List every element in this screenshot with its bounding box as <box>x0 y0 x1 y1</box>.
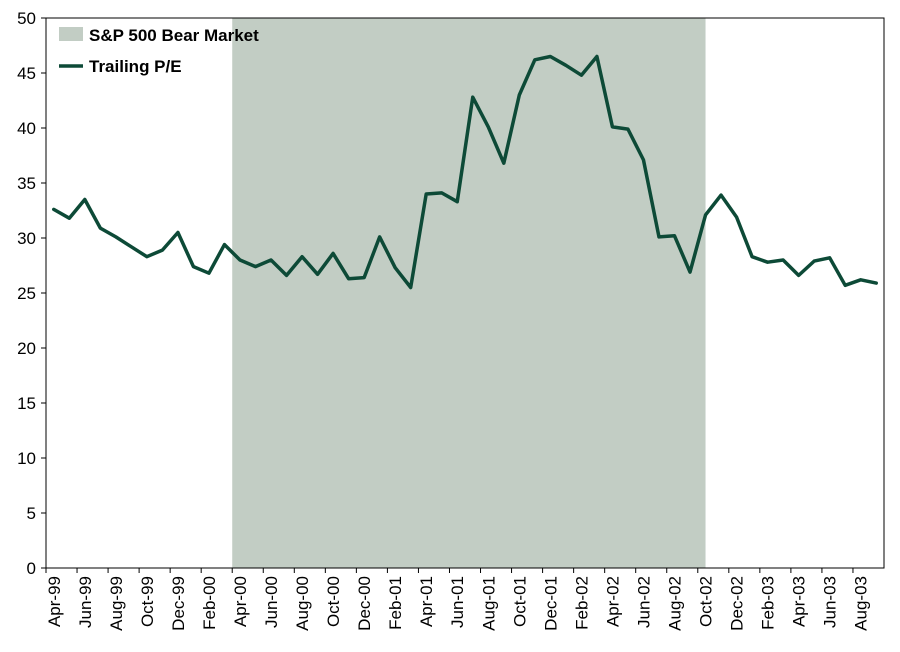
y-tick-label: 30 <box>17 229 36 248</box>
x-tick-label: Jun-99 <box>76 576 95 628</box>
x-tick-label: Oct-00 <box>324 576 343 627</box>
x-tick-label: Feb-01 <box>386 576 405 630</box>
x-tick-label: Aug-03 <box>852 576 871 631</box>
x-tick-label: Feb-02 <box>572 576 591 630</box>
x-tick-label: Aug-99 <box>107 576 126 631</box>
x-tick-label: Jun-02 <box>634 576 653 628</box>
x-tick-label: Jun-03 <box>821 576 840 628</box>
bear-market-region <box>232 18 706 568</box>
x-tick-label: Aug-00 <box>293 576 312 631</box>
x-tick-label: Jun-00 <box>262 576 281 628</box>
x-tick-label: Dec-02 <box>728 576 747 631</box>
x-tick-label: Aug-01 <box>479 576 498 631</box>
x-tick-label: Oct-99 <box>138 576 157 627</box>
x-tick-label: Dec-99 <box>169 576 188 631</box>
x-tick-label: Feb-00 <box>200 576 219 630</box>
y-tick-label: 40 <box>17 119 36 138</box>
legend-label-trailing-pe: Trailing P/E <box>89 57 182 76</box>
x-tick-label: Dec-00 <box>355 576 374 631</box>
y-tick-label: 45 <box>17 64 36 83</box>
y-tick-label: 50 <box>17 9 36 28</box>
legend-label-bear-market: S&P 500 Bear Market <box>89 26 259 45</box>
x-tick-label: Apr-03 <box>790 576 809 627</box>
y-tick-label: 5 <box>27 504 36 523</box>
x-tick-label: Oct-01 <box>510 576 529 627</box>
series-layer <box>52 54 878 290</box>
y-tick-label: 10 <box>17 449 36 468</box>
bear-market-shading-layer <box>232 18 706 568</box>
x-tick-label: Apr-00 <box>231 576 250 627</box>
x-tick-label: Apr-01 <box>417 576 436 627</box>
y-tick-label: 0 <box>27 559 36 578</box>
y-tick-label: 15 <box>17 394 36 413</box>
axes-layer: 0 5 10 15 20 25 30 35 40 45 50 Apr-99 Jun-99 Aug-99 Oc… <box>17 9 885 631</box>
x-tick-label: Dec-01 <box>541 576 560 631</box>
y-tick-label: 25 <box>17 284 36 303</box>
legend-swatch-bear-market <box>59 27 83 41</box>
x-tick-label: Oct-02 <box>697 576 716 627</box>
x-tick-label: Apr-02 <box>603 576 622 627</box>
y-tick-label: 35 <box>17 174 36 193</box>
legend: S&P 500 Bear Market Trailing P/E <box>59 26 259 76</box>
series-line-trailing-pe <box>52 54 878 290</box>
x-tick-label: Feb-03 <box>759 576 778 630</box>
x-tick-label: Apr-99 <box>45 576 64 627</box>
y-tick-label: 20 <box>17 339 36 358</box>
x-tick-label: Jun-01 <box>448 576 467 628</box>
x-tick-label: Aug-02 <box>666 576 685 631</box>
